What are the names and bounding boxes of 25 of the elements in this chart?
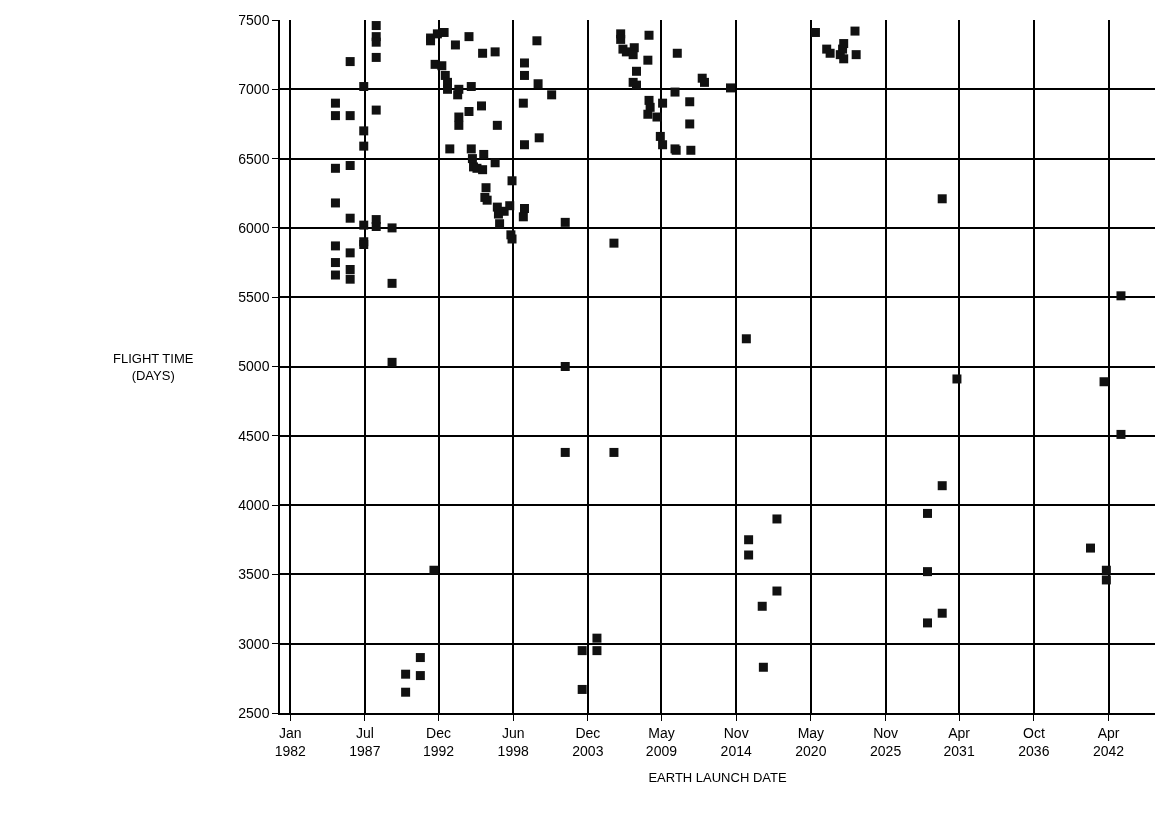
x-tick-label: May 2009 [645, 724, 678, 759]
x-tick-label: Jul 1987 [349, 724, 381, 759]
y-tick-label: 6500 [238, 150, 270, 167]
y-tick-label: 7500 [238, 11, 270, 28]
x-tick-label: Dec 2003 [572, 724, 604, 759]
x-tick-label: Dec 1992 [422, 724, 455, 759]
y-axis-title: FLIGHT TIME (DAYS) [113, 351, 194, 383]
x-tick-label: May 2020 [795, 724, 827, 759]
y-tick-label: 5500 [238, 289, 270, 306]
y-tick-label: 6000 [238, 219, 270, 236]
y-tick-label: 3000 [238, 635, 270, 652]
x-tick-label: Nov 2014 [720, 724, 752, 759]
x-tick-label: Apr 2031 [943, 724, 975, 759]
x-axis-title: EARTH LAUNCH DATE [648, 769, 787, 785]
y-tick-label: 2500 [238, 704, 270, 721]
y-tick-label: 7000 [238, 81, 270, 98]
x-tick-label: Jan 1982 [274, 724, 307, 759]
y-tick-label: 3500 [238, 566, 270, 583]
y-tick-label: 4500 [238, 427, 270, 444]
x-tick-label: Nov 2025 [870, 724, 902, 759]
y-tick-label: 5000 [238, 358, 270, 375]
x-tick-label: Apr 2042 [1092, 724, 1125, 759]
y-tick-label: 4000 [238, 497, 270, 513]
x-tick-label: Jun 1998 [497, 724, 529, 759]
x-tick-label: Oct 2036 [1018, 724, 1050, 759]
